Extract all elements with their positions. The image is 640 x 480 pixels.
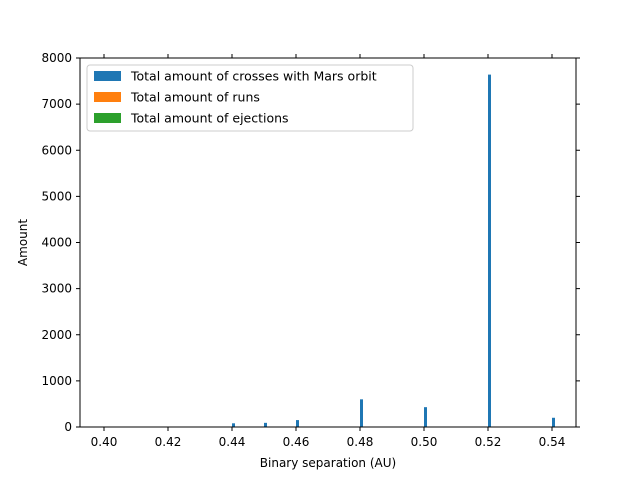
legend-entry: Total amount of runs: [130, 90, 260, 105]
x-tick-label: 0.46: [283, 435, 310, 449]
y-tick-label: 3000: [41, 282, 72, 296]
legend-swatch: [94, 71, 121, 81]
y-tick-label: 2000: [41, 328, 72, 342]
y-axis: 0 1000 2000 3000 4000 5000 6000 7000 8000: [41, 51, 580, 434]
x-axis: 0.40 0.42 0.44 0.46 0.48 0.50 0.52 0.54: [91, 54, 566, 449]
bar: [296, 420, 299, 427]
legend-entry: Total amount of crosses with Mars orbit: [130, 69, 377, 84]
bar: [360, 399, 363, 427]
x-tick-label: 0.40: [91, 435, 118, 449]
y-tick-label: 6000: [41, 143, 72, 157]
legend-box: [86, 64, 414, 132]
y-tick-label: 1000: [41, 374, 72, 388]
x-tick-label: 0.54: [539, 435, 566, 449]
y-tick-label: 7000: [41, 97, 72, 111]
bar: [264, 422, 267, 427]
y-tick-label: 8000: [41, 51, 72, 65]
x-tick-label: 0.42: [155, 435, 182, 449]
x-axis-label: Binary separation (AU): [260, 456, 396, 470]
legend-entry: Total amount of ejections: [130, 111, 289, 126]
y-tick-label: 0: [64, 420, 72, 434]
y-tick-label: 5000: [41, 189, 72, 203]
x-tick-label: 0.50: [411, 435, 438, 449]
legend: Total amount of crosses with Mars orbit T…: [86, 64, 414, 132]
bar: [232, 423, 235, 427]
bar: [552, 417, 555, 427]
x-tick-label: 0.52: [475, 435, 502, 449]
x-tick-label: 0.44: [219, 435, 246, 449]
y-axis-label: Amount: [16, 219, 30, 266]
bar: [488, 74, 491, 427]
x-tick-label: 0.48: [347, 435, 374, 449]
bar: [424, 407, 427, 427]
legend-swatch: [94, 113, 121, 123]
legend-swatch: [94, 92, 121, 102]
y-tick-label: 4000: [41, 236, 72, 250]
